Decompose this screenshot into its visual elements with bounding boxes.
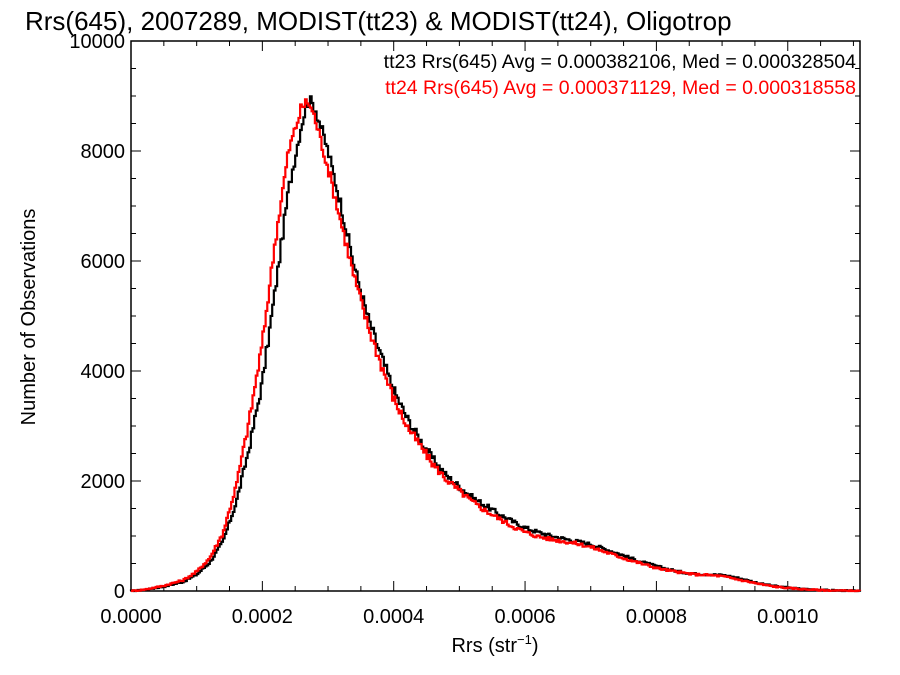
y-tick-label: 0 (114, 581, 125, 603)
x-axis: 0.0000 0.0002 0.0004 0.0006 0.0008 0.0010 (100, 41, 854, 628)
x-axis-label-text: Rrs (str (451, 635, 517, 657)
y-axis: 0 2000 4000 6000 8000 10000 (69, 31, 860, 603)
x-tick-label: 0.0004 (363, 606, 424, 628)
series-group (129, 95, 862, 593)
legend-entry-tt23: tt23 Rrs(645) Avg = 0.000382106, Med = 0… (384, 51, 856, 73)
legend-entry-tt24: tt24 Rrs(645) Avg = 0.000371129, Med = 0… (385, 77, 856, 99)
x-tick-label: 0.0000 (100, 606, 161, 628)
y-axis-label: Number of Observations (18, 209, 40, 426)
y-tick-label: 2000 (81, 471, 126, 493)
x-axis-label-superscript: −1 (517, 632, 532, 647)
x-axis-label: Rrs (str−1) (451, 632, 538, 657)
y-tick-label: 4000 (81, 361, 126, 383)
y-tick-label: 10000 (69, 31, 125, 53)
series-tt23-line (129, 95, 862, 593)
x-tick-label: 0.0008 (626, 606, 687, 628)
x-axis-label-end: ) (532, 635, 539, 657)
x-tick-label: 0.0002 (232, 606, 293, 628)
x-tick-label: 0.0006 (494, 606, 555, 628)
x-tick-label: 0.0010 (757, 606, 818, 628)
chart-title: Rrs(645), 2007289, MODIST(tt23) & MODIST… (25, 6, 732, 36)
y-tick-label: 8000 (81, 141, 126, 163)
y-tick-label: 6000 (81, 251, 126, 273)
series-tt24-line (131, 98, 862, 593)
